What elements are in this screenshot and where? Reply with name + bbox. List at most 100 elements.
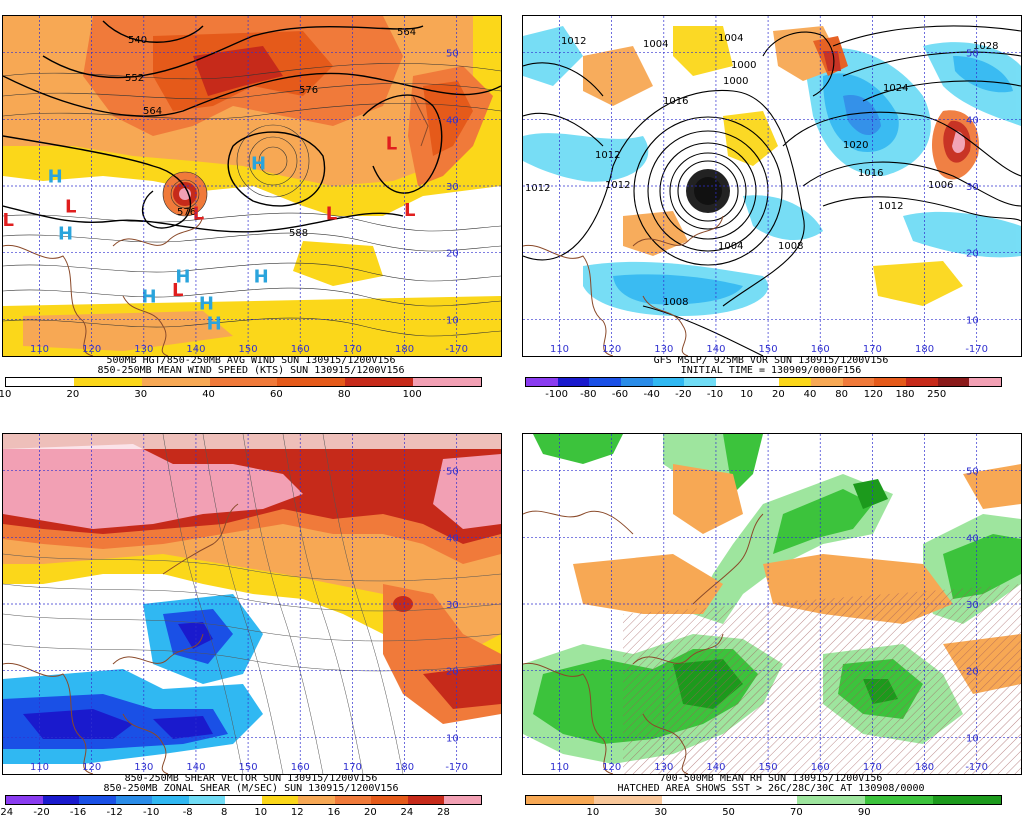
- low-pressure-mark: L: [193, 203, 204, 224]
- lon-label: 160: [811, 344, 830, 355]
- colorbar-wind-speed: [5, 377, 482, 387]
- colorbar-tick-label: 16: [327, 807, 341, 818]
- lat-label: 50: [966, 49, 979, 60]
- colorbar-swatch: [779, 378, 812, 386]
- colorbar-swatch: [729, 796, 798, 804]
- colorbar-tick-label: 10: [0, 389, 12, 400]
- high-pressure-mark: H: [207, 313, 222, 334]
- colorbar-swatch: [593, 796, 662, 804]
- colorbar-swatch: [334, 796, 372, 804]
- colorbar-swatch: [684, 378, 717, 386]
- lat-label: 30: [446, 600, 459, 611]
- colorbar-swatch: [716, 378, 748, 386]
- lat-label: 30: [966, 182, 979, 193]
- colorbar-tick-label: 30: [654, 807, 668, 818]
- colorbar-tick-label: 40: [202, 389, 215, 400]
- colorbar-tick-label: -8: [182, 807, 193, 818]
- colorbar-swatch: [589, 378, 622, 386]
- lat-label: 40: [966, 115, 979, 126]
- lat-label: 10: [446, 733, 459, 744]
- low-pressure-mark: L: [386, 133, 397, 154]
- colorbar-swatch: [526, 796, 594, 804]
- colorbar-tick-label: -12: [106, 807, 123, 818]
- lon-label: 150: [239, 762, 258, 773]
- lat-label: 20: [966, 667, 979, 678]
- lon-label: -170: [965, 762, 988, 773]
- high-pressure-mark: H: [58, 223, 73, 244]
- contour-label: 564: [397, 27, 416, 38]
- map-zonal-shear: 50 40 30 20 10 110 120 130 140 150 160 170 180 -170: [2, 433, 502, 775]
- colorbar-swatch: [209, 378, 278, 386]
- lat-label: 20: [446, 667, 459, 678]
- colorbar-tick-label: 70: [790, 807, 803, 818]
- colorbar-tick-label: 40: [803, 389, 817, 400]
- lon-label: 140: [186, 762, 205, 773]
- colorbar-swatch: [42, 796, 80, 804]
- lon-label: -170: [445, 344, 468, 355]
- colorbar-swatch: [969, 378, 1002, 386]
- contour-label: 576: [177, 207, 196, 218]
- contour-label: 540: [128, 35, 147, 46]
- colorbar-swatch: [621, 378, 653, 386]
- low-pressure-mark: L: [3, 210, 14, 231]
- colorbar-swatch: [865, 796, 934, 804]
- colorbar-tick-label: 60: [270, 389, 283, 400]
- contour-label: 1020: [843, 140, 868, 151]
- title-line: INITIAL TIME = 130909/0000F156: [680, 365, 862, 376]
- colorbar-swatch: [225, 796, 262, 804]
- low-pressure-mark: L: [326, 203, 337, 224]
- colorbar-swatch: [413, 378, 482, 386]
- colorbar-mean-rh: [525, 795, 1002, 805]
- colorbar-tick-label: -20: [675, 389, 692, 400]
- lat-label: 10: [966, 315, 979, 326]
- colorbar-swatch: [277, 378, 346, 386]
- high-pressure-mark: H: [254, 267, 269, 288]
- colorbar-swatch: [141, 378, 210, 386]
- lon-label: 130: [654, 762, 673, 773]
- lon-label: 160: [291, 344, 310, 355]
- title-line: GFS MSLP/ 925MB VOR SUN 130915/1200V156: [653, 355, 889, 366]
- contour-label: 1024: [883, 83, 908, 94]
- lon-label: 180: [915, 344, 934, 355]
- lon-label: 170: [863, 762, 882, 773]
- map-canvas-4: 50 40 30 20 10 110 120 130 140 150 160 170 180 -170: [523, 434, 1021, 774]
- lon-label: 150: [239, 344, 258, 355]
- contour-label: 1016: [663, 96, 688, 107]
- colorbar-swatch: [652, 378, 685, 386]
- panel-title: 850-250MB SHEAR VECTOR SUN 130915/1200V1…: [2, 774, 500, 794]
- colorbar-tick-label: 10: [254, 807, 268, 818]
- low-pressure-mark: L: [172, 280, 183, 301]
- high-pressure-mark: H: [251, 153, 266, 174]
- colorbar-tick-label: -10: [706, 389, 724, 400]
- lat-label: 40: [446, 533, 459, 544]
- lat-label: 50: [446, 467, 459, 478]
- colorbar-swatch: [73, 378, 142, 386]
- colorbar-tick-label: 12: [290, 807, 304, 818]
- contour-label: 1004: [718, 241, 743, 252]
- colorbar-swatch: [298, 796, 335, 804]
- colorbar-tick-label: 10: [740, 389, 754, 400]
- contour-label: 1006: [928, 180, 953, 191]
- contour-label: 1012: [561, 36, 586, 47]
- lon-label: 120: [82, 344, 101, 355]
- lon-label: -170: [965, 344, 988, 355]
- lon-label: 150: [759, 344, 778, 355]
- contour-label: 1012: [525, 183, 550, 194]
- lon-label: 170: [343, 344, 362, 355]
- lon-label: 170: [863, 344, 882, 355]
- colorbar-tick-label: 20: [771, 389, 785, 400]
- lon-label: 120: [602, 344, 621, 355]
- lon-label: 130: [134, 762, 153, 773]
- contour-label: 1028: [973, 41, 998, 52]
- colorbar-tick-label: -60: [611, 389, 629, 400]
- lat-label: 40: [966, 533, 979, 544]
- colorbar-tick-label: 100: [402, 389, 422, 400]
- lon-label: 180: [395, 762, 414, 773]
- title-line: HATCHED AREA SHOWS SST > 26C/28C/30C AT …: [617, 783, 925, 794]
- colorbar-zonal-shear: [5, 795, 482, 805]
- lat-label: 50: [446, 49, 459, 60]
- colorbar-tick-label: -40: [643, 389, 660, 400]
- title-line: 850-250MB MEAN WIND SPEED (KTS) SUN 1309…: [97, 365, 405, 376]
